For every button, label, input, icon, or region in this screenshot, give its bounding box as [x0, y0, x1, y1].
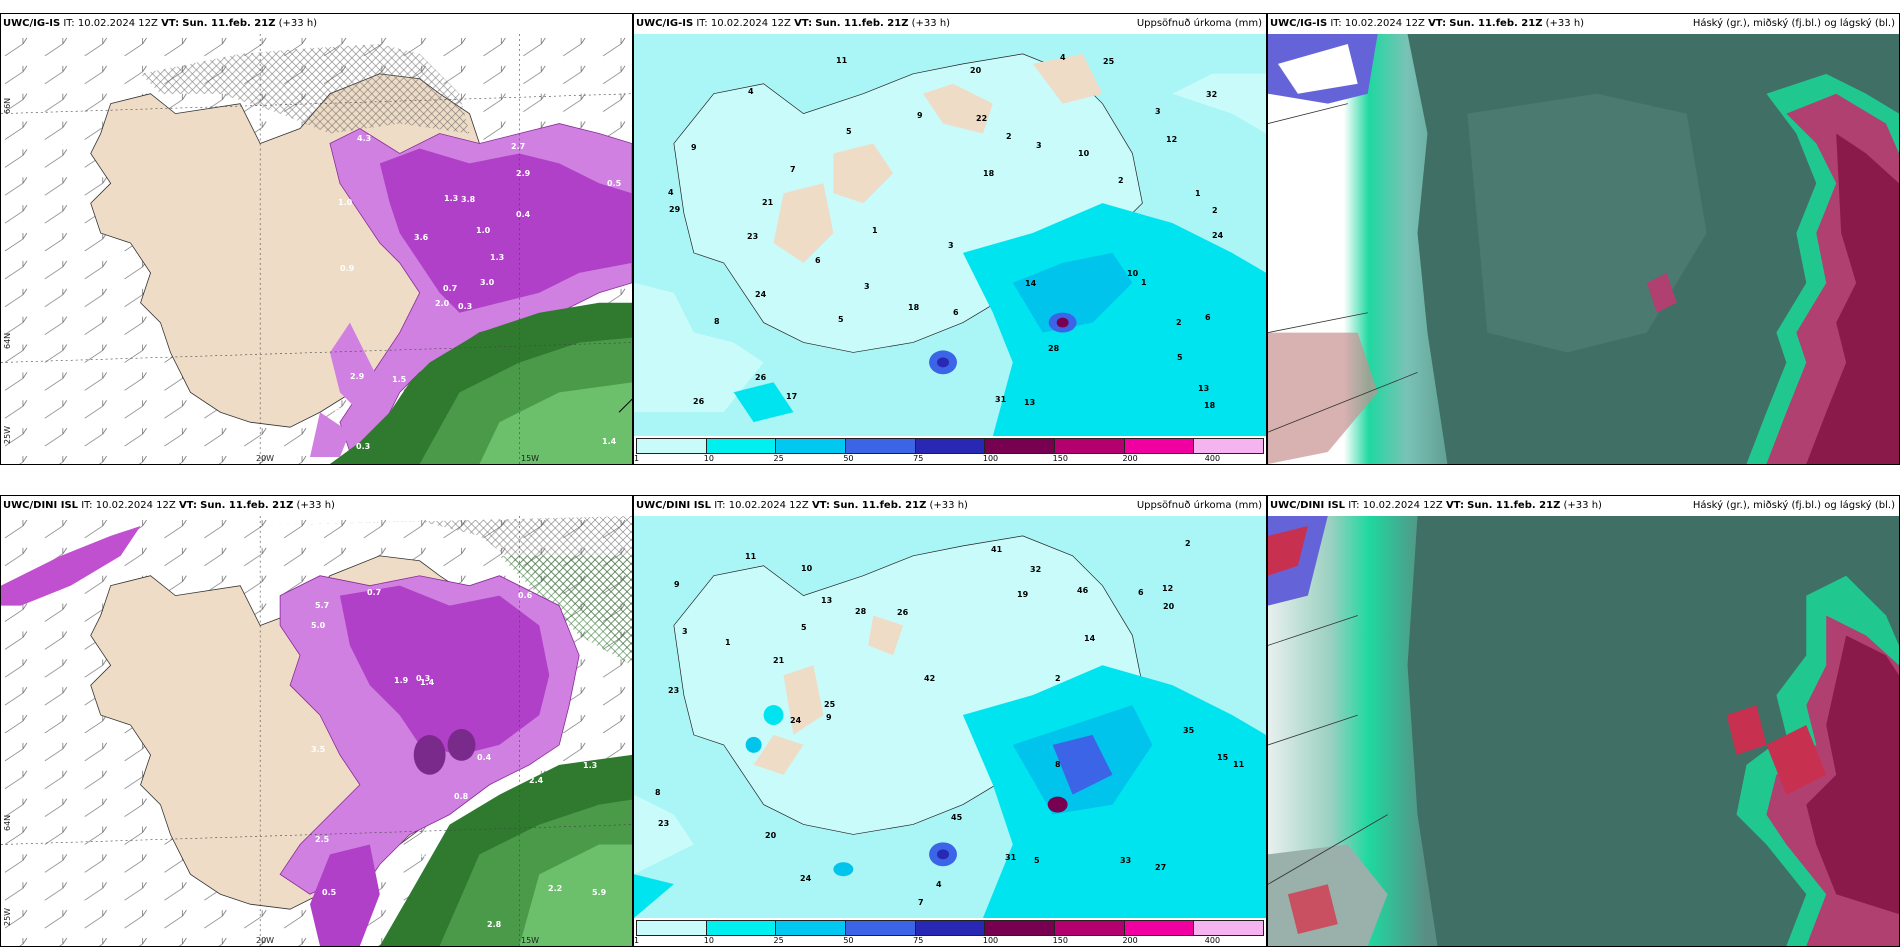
legend-tick: 75 [913, 936, 924, 945]
lon-label: 20W [256, 936, 275, 945]
legend-tick: 100 [982, 454, 999, 463]
panel-title: UWC/IG-IS IT: 10.02.2024 12Z VT: Sun. 11… [1, 14, 632, 34]
legend-ticks: 1 10 25 50 75 100 150 200 400 [634, 936, 1264, 946]
legend-tick: 200 [1122, 454, 1138, 463]
legend-swatch [915, 921, 986, 935]
lat-label: 25W [3, 907, 12, 926]
precip-legend: 1 10 25 50 75 100 150 200 400 [634, 918, 1266, 946]
legend-tick: 50 [843, 936, 854, 945]
legend-tick: 25 [773, 454, 784, 463]
legend-tick: 1 [634, 454, 640, 463]
panel-title: UWC/DINI ISL IT: 10.02.2024 12Z VT: Sun.… [634, 496, 1266, 516]
legend-tick: 75 [913, 454, 924, 463]
legend-swatch [1124, 439, 1195, 453]
legend-tick: 10 [703, 454, 714, 463]
legend-tick: 25 [773, 936, 784, 945]
map-precip [634, 34, 1266, 436]
map-snow [1, 34, 632, 464]
map-clouds [1268, 34, 1899, 464]
panel-title: UWC/DINI ISL IT: 10.02.2024 12Z VT: Sun.… [1268, 496, 1899, 516]
legend-swatch [1055, 439, 1125, 453]
legend-swatch [915, 439, 986, 453]
legend-tick: 400 [1204, 936, 1221, 945]
legend-swatch [1194, 921, 1264, 935]
lat-label: 64N [3, 814, 12, 831]
legend-tick: 100 [982, 936, 999, 945]
panel-clouds-ig-is: UWC/IG-IS IT: 10.02.2024 12Z VT: Sun. 11… [1267, 13, 1900, 465]
lat-label: 66N [3, 97, 12, 114]
lon-label: 15W [521, 936, 540, 945]
legend-swatch [1124, 921, 1195, 935]
panel-snow-dini-isl: UWC/DINI ISL IT: 10.02.2024 12Z VT: Sun.… [0, 495, 633, 947]
legend-tick: 150 [1052, 454, 1068, 463]
legend-tick: 200 [1122, 936, 1138, 945]
precip-legend: 1 10 25 50 75 100 150 200 400 [634, 436, 1266, 464]
panel-precip-dini-isl: UWC/DINI ISL IT: 10.02.2024 12Z VT: Sun.… [633, 495, 1267, 947]
legend-tick: 50 [843, 454, 854, 463]
legend-tick: 1 [634, 936, 640, 945]
legend-tick: 10 [703, 936, 714, 945]
legend-swatch [1055, 921, 1125, 935]
legend-swatch [706, 439, 777, 453]
lon-label: 15W [521, 454, 540, 463]
panel-title: UWC/DINI ISL IT: 10.02.2024 12Z VT: Sun.… [1, 496, 632, 516]
legend-tick: 400 [1204, 454, 1221, 463]
lat-label: 64N [3, 332, 12, 349]
panel-title: UWC/IG-IS IT: 10.02.2024 12Z VT: Sun. 11… [634, 14, 1266, 34]
lon-label: 20W [256, 454, 275, 463]
panel-clouds-dini-isl: UWC/DINI ISL IT: 10.02.2024 12Z VT: Sun.… [1267, 495, 1900, 947]
legend-swatch [846, 921, 916, 935]
map-clouds [1268, 516, 1899, 946]
legend-swatch [846, 439, 916, 453]
panel-snow-ig-is: UWC/IG-IS IT: 10.02.2024 12Z VT: Sun. 11… [0, 13, 633, 465]
legend-tick: 150 [1052, 936, 1068, 945]
legend-swatch [985, 921, 1056, 935]
legend-ticks: 1 10 25 50 75 100 150 200 400 [634, 454, 1264, 464]
panel-title: UWC/IG-IS IT: 10.02.2024 12Z VT: Sun. 11… [1268, 14, 1899, 34]
legend-swatch [776, 921, 847, 935]
legend-swatch [985, 439, 1056, 453]
legend-swatch [1194, 439, 1264, 453]
map-precip [634, 516, 1266, 918]
panel-precip-ig-is: UWC/IG-IS IT: 10.02.2024 12Z VT: Sun. 11… [633, 13, 1267, 465]
legend-swatch [637, 439, 707, 453]
legend-colorbar [636, 438, 1264, 454]
legend-swatch [637, 921, 707, 935]
legend-swatch [776, 439, 847, 453]
legend-colorbar [636, 920, 1264, 936]
legend-swatch [706, 921, 777, 935]
lat-label: 25W [3, 425, 12, 444]
map-snow [1, 516, 632, 946]
